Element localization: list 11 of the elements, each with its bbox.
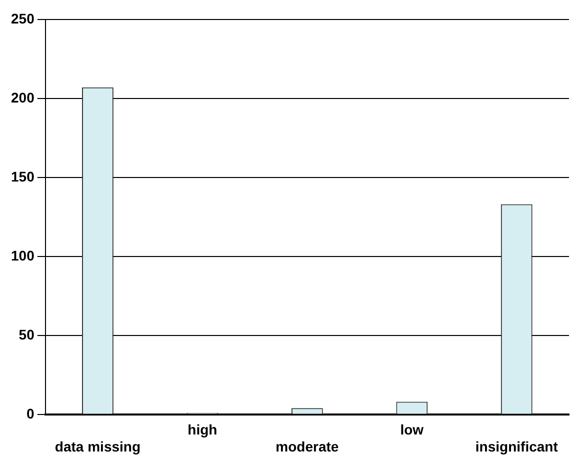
x-tick-label: insignificant	[475, 438, 558, 454]
y-tick-label: 250	[11, 10, 35, 26]
y-tick-label: 200	[11, 89, 35, 106]
x-tick-label: data missing	[54, 438, 141, 454]
x-tick-label: low	[400, 422, 424, 438]
y-tick-label: 150	[11, 168, 35, 184]
y-tick-label: 100	[11, 247, 35, 264]
y-tick-label: 50	[18, 326, 35, 342]
x-tick-label: high	[188, 422, 218, 438]
y-tick-label: 0	[26, 405, 35, 422]
x-tick-label: moderate	[276, 438, 339, 454]
